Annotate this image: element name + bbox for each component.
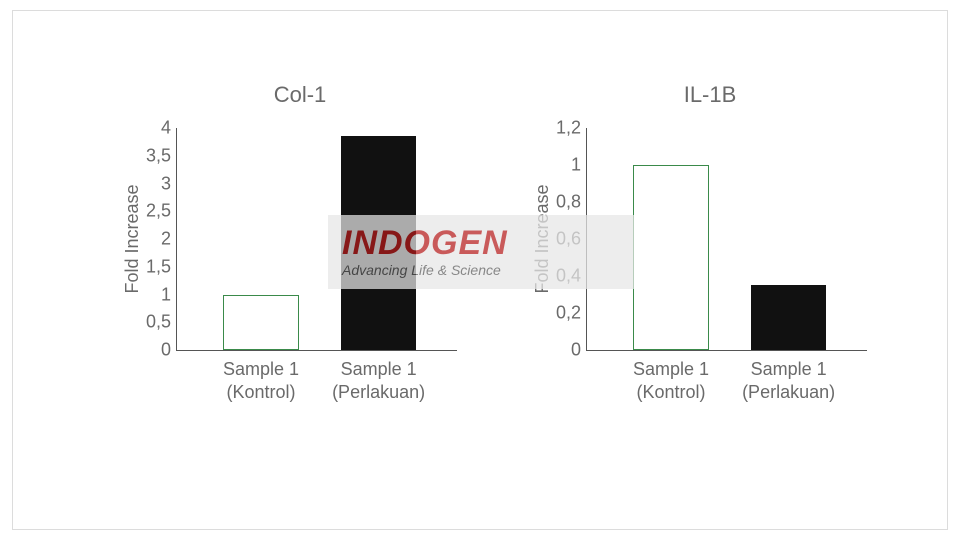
bar [633, 165, 709, 350]
x-label-line2: (Kontrol) [611, 381, 731, 404]
y-tick-label: 3,5 [146, 145, 171, 166]
x-label-line2: (Perlakuan) [319, 381, 439, 404]
y-tick-label: 0,8 [556, 192, 581, 213]
x-label-line1: Sample 1 [319, 358, 439, 381]
chart-title: IL-1B [540, 82, 880, 108]
x-label-line1: Sample 1 [729, 358, 849, 381]
y-tick-label: 2 [161, 229, 171, 250]
watermark-tagline: Advancing Life & Science [342, 262, 634, 278]
x-category-label: Sample 1(Perlakuan) [729, 358, 849, 403]
x-label-line2: (Kontrol) [201, 381, 321, 404]
y-tick-label: 1 [161, 284, 171, 305]
x-category-label: Sample 1(Kontrol) [201, 358, 321, 403]
chart-title: Col-1 [130, 82, 470, 108]
y-tick-label: 0 [571, 340, 581, 361]
bar [223, 295, 299, 351]
x-label-line1: Sample 1 [611, 358, 731, 381]
y-tick-label: 0,2 [556, 303, 581, 324]
y-tick-label: 0,5 [146, 312, 171, 333]
y-tick-label: 1,5 [146, 256, 171, 277]
y-tick-label: 0 [161, 340, 171, 361]
watermark-brand: INDOGEN [342, 226, 634, 260]
watermark: INDOGEN Advancing Life & Science [328, 215, 634, 289]
y-tick-label: 1,2 [556, 118, 581, 139]
x-category-label: Sample 1(Perlakuan) [319, 358, 439, 403]
bar [751, 285, 827, 350]
x-label-line2: (Perlakuan) [729, 381, 849, 404]
y-tick-label: 4 [161, 118, 171, 139]
y-axis-label: Fold Increase [122, 184, 143, 293]
y-tick-label: 3 [161, 173, 171, 194]
y-tick-label: 1 [571, 155, 581, 176]
x-label-line1: Sample 1 [201, 358, 321, 381]
y-tick-label: 2,5 [146, 201, 171, 222]
x-category-label: Sample 1(Kontrol) [611, 358, 731, 403]
